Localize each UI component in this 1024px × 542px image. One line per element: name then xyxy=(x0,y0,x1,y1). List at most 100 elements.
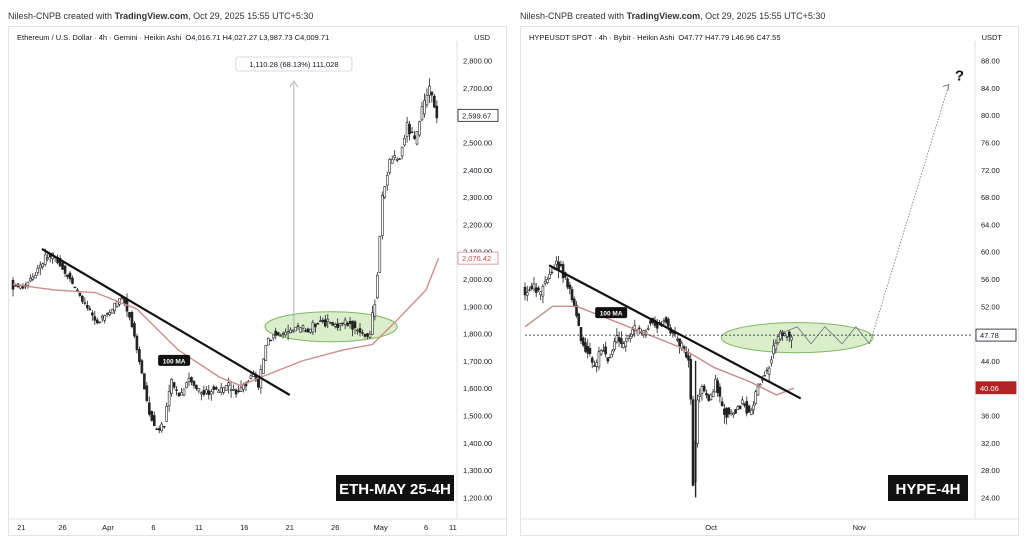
last-price-tag xyxy=(975,328,1017,342)
candle-body xyxy=(709,394,713,401)
candle-body xyxy=(299,327,302,333)
candle-body xyxy=(393,155,396,159)
candle-body xyxy=(410,131,414,134)
candle-body xyxy=(328,322,332,324)
candle-body xyxy=(611,350,614,355)
candle-body xyxy=(212,386,216,390)
y-tick-label: 60.00 xyxy=(981,248,1000,257)
candle-body xyxy=(698,394,702,397)
y-tick-label: 1,500.00 xyxy=(463,411,492,420)
candle-body xyxy=(274,330,278,336)
ma-price-label: 2,076.42 xyxy=(462,254,491,263)
y-tick-label: 52.00 xyxy=(981,302,1000,311)
y-tick-label: 72.00 xyxy=(981,166,1000,175)
candle-body xyxy=(725,407,728,418)
candle-body xyxy=(548,273,551,279)
candle-body xyxy=(624,340,628,347)
candle-body xyxy=(595,362,598,367)
candle-body xyxy=(678,338,681,348)
candle-body xyxy=(749,410,753,415)
eth-price-chart[interactable]: 1,200.00 1,300.00 1,400.00 1,500.00 1,600.00… xyxy=(9,27,506,535)
candle-body xyxy=(130,312,134,328)
candle-body xyxy=(177,392,181,397)
candle-body xyxy=(620,338,623,344)
candle-body xyxy=(400,146,404,157)
ohlc-values: O4,016.71 H4,027.27 L3,987.73 C4,009.71 xyxy=(185,33,330,42)
y-tick-label: 2,300.00 xyxy=(463,193,492,202)
candle-body xyxy=(66,274,69,278)
x-tick-label: 21 xyxy=(286,523,294,532)
x-tick-label: Nov xyxy=(853,523,867,532)
candle-body xyxy=(772,345,775,355)
candle-body xyxy=(266,337,270,346)
candle-body xyxy=(88,308,92,311)
candle-body xyxy=(408,123,411,135)
candle-body xyxy=(557,261,560,270)
ma-label: 100 MA xyxy=(600,311,623,318)
candle-body xyxy=(363,334,367,337)
ma-price-tag xyxy=(457,251,499,265)
candle-body xyxy=(430,91,434,96)
candle-body xyxy=(343,319,347,325)
candle-body xyxy=(615,335,619,343)
chart-title-badge xyxy=(888,475,968,501)
candle-body xyxy=(29,278,32,282)
candle-body xyxy=(664,317,668,323)
candle-body xyxy=(346,322,349,326)
candle-body xyxy=(691,399,695,486)
y-tick-label: 88.00 xyxy=(981,57,1000,66)
candle-body xyxy=(597,351,601,368)
candle-body xyxy=(314,323,317,328)
chart-title-badge-text: HYPE-4H xyxy=(895,481,960,498)
candle-body xyxy=(26,281,30,286)
y-tick-label: 44.00 xyxy=(981,357,1000,366)
candle-body xyxy=(689,359,693,400)
candle-body xyxy=(572,298,576,307)
hype-price-chart[interactable]: 24.0028.0032.0036.0040.0044.0048.0052.00… xyxy=(521,27,1018,535)
candle-body xyxy=(152,415,156,427)
candle-body xyxy=(140,360,144,374)
candle-body xyxy=(333,324,337,327)
y-tick-label: 1,400.00 xyxy=(463,439,492,448)
candle-body xyxy=(368,333,372,338)
eth-chart-frame[interactable]: Ethereum / U.S. Dollar · 4h · Gemini · H… xyxy=(8,26,507,536)
chart-title-badge xyxy=(336,475,454,501)
candle-body xyxy=(423,100,426,115)
descending-trendline xyxy=(41,248,291,396)
candle-body xyxy=(628,336,632,339)
ma-price-label: 40.06 xyxy=(980,384,999,393)
candle-body xyxy=(78,292,82,296)
candle-body xyxy=(242,384,245,390)
measure-arrow-head xyxy=(289,80,299,88)
candle-body xyxy=(395,159,399,161)
candle-body xyxy=(187,378,191,383)
y-tick-label: 1,700.00 xyxy=(463,357,492,366)
candle-body xyxy=(128,311,131,318)
candle-body xyxy=(718,386,722,397)
last-price-label: 2,599.67 xyxy=(462,111,491,120)
consolidation-zone xyxy=(264,311,398,343)
candle-body xyxy=(197,388,201,392)
candle-body xyxy=(222,387,225,393)
candle-body xyxy=(590,357,594,363)
candle-body xyxy=(541,286,545,297)
y-tick-label: 56.00 xyxy=(981,275,1000,284)
candle-body xyxy=(684,352,688,358)
candle-body xyxy=(155,428,159,430)
hype-chart-frame[interactable]: HYPEUSDT SPOT · 4h · Bybit · Heikin Ashi… xyxy=(520,26,1019,536)
candle-body xyxy=(732,413,735,416)
candle-body xyxy=(700,386,704,394)
candle-body xyxy=(575,304,578,317)
candle-body xyxy=(767,367,771,375)
candle-body xyxy=(649,320,652,324)
candle-body xyxy=(279,334,282,337)
candle-body xyxy=(602,350,605,352)
candle-body xyxy=(696,399,699,444)
candle-body xyxy=(63,265,67,274)
candle-body xyxy=(774,342,778,350)
candle-body xyxy=(202,390,206,395)
candle-body xyxy=(190,377,193,383)
chart-legend: Ethereum / U.S. Dollar · 4h · Gemini · H… xyxy=(17,33,329,42)
candle-body xyxy=(435,105,439,119)
candle-body xyxy=(165,406,168,422)
